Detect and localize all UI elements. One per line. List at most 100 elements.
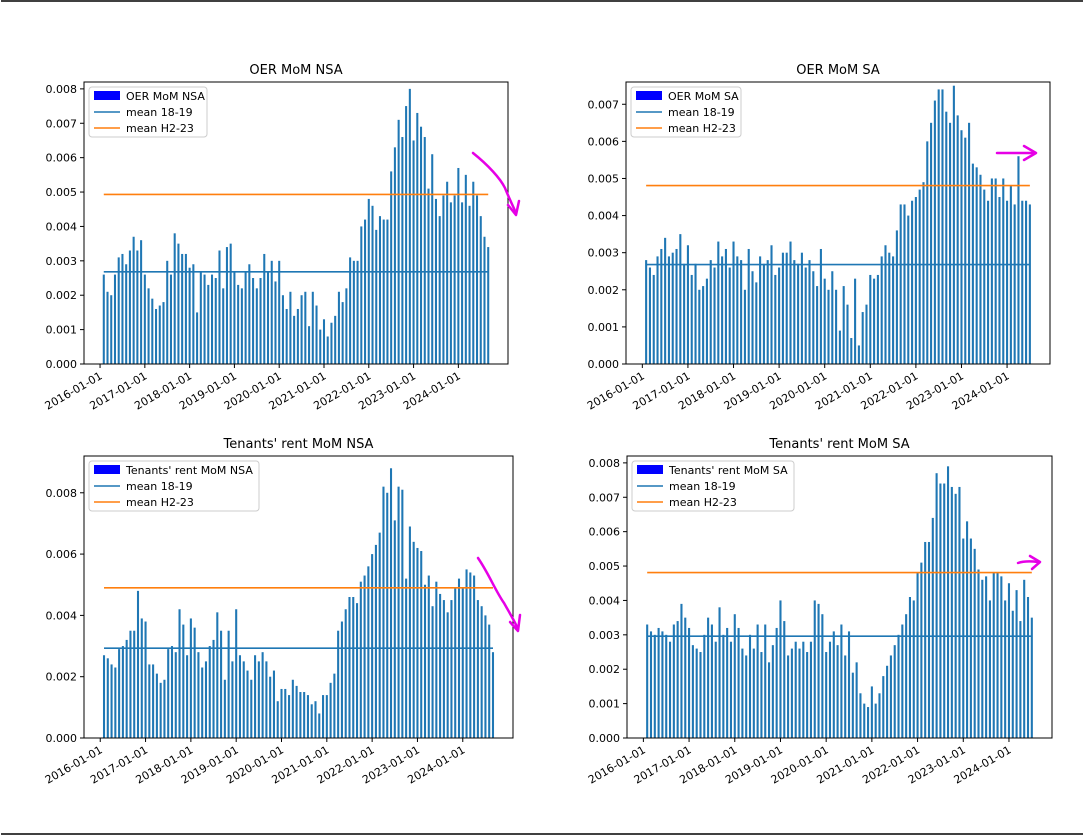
bar	[349, 257, 352, 364]
y-tick-label: 0.003	[588, 247, 620, 260]
bar	[345, 288, 348, 364]
bar	[924, 541, 927, 738]
bar	[937, 89, 940, 364]
bar	[311, 291, 314, 364]
bar	[382, 486, 385, 738]
bar	[184, 253, 187, 364]
bar	[899, 204, 902, 364]
bar	[454, 587, 457, 738]
bar	[151, 298, 154, 364]
bar	[922, 182, 925, 364]
bar	[705, 278, 708, 364]
legend-box	[88, 460, 260, 512]
bar	[355, 603, 359, 738]
bar	[1000, 576, 1003, 738]
axes-frame	[83, 455, 514, 739]
y-tick-label: 0.007	[588, 98, 620, 111]
bar	[770, 245, 773, 364]
bar	[235, 609, 238, 738]
bar	[927, 541, 931, 738]
bar	[790, 648, 793, 738]
bar	[962, 538, 965, 738]
bar	[926, 141, 929, 364]
arrow-down-icon	[471, 151, 518, 215]
legend-label: mean 18-19	[126, 106, 193, 119]
bar	[813, 600, 816, 738]
bar	[854, 278, 857, 364]
bar	[880, 256, 883, 364]
bar	[816, 286, 819, 364]
bar	[248, 264, 251, 364]
bar	[985, 576, 988, 738]
bar	[1030, 617, 1033, 738]
bar	[850, 338, 853, 364]
bar	[1019, 621, 1022, 738]
bar	[747, 248, 750, 364]
bar	[192, 264, 195, 364]
bar	[102, 274, 105, 364]
bar	[371, 554, 374, 738]
bar	[672, 624, 675, 738]
bar	[197, 652, 200, 738]
bar	[949, 122, 952, 364]
bar	[121, 646, 124, 738]
bar	[778, 267, 781, 364]
bar	[114, 667, 117, 738]
bar	[694, 263, 697, 364]
y-axis: 0.000 0.001 0.002 0.003 0.004 0.005 0.006 0.007	[588, 98, 626, 371]
bar	[771, 645, 774, 738]
bar	[216, 612, 219, 738]
y-tick-label: 0.008	[589, 457, 621, 470]
bar	[905, 614, 908, 738]
bar	[483, 236, 486, 364]
bar	[827, 289, 830, 364]
legend-label: mean 18-19	[669, 480, 736, 493]
bar	[873, 278, 876, 364]
y-tick-label: 0.004	[46, 220, 78, 233]
bar	[266, 271, 270, 364]
bar	[975, 167, 978, 364]
bar	[356, 260, 359, 364]
bar	[341, 302, 344, 364]
bar	[912, 600, 915, 738]
legend: Tenants' rent MoM SA mean 18-19 mean H2-23	[631, 460, 795, 512]
bar	[876, 274, 879, 364]
bar	[1007, 583, 1011, 738]
bar	[745, 655, 748, 738]
bar	[793, 260, 796, 364]
chart-title: Tenants' rent MoM NSA	[223, 437, 374, 452]
y-tick-label: 0.004	[588, 210, 620, 223]
bar	[888, 252, 891, 364]
y-tick-label: 0.002	[589, 663, 621, 676]
bar	[334, 315, 337, 364]
bar	[945, 111, 948, 365]
bar	[695, 648, 698, 738]
bar	[990, 178, 993, 364]
bar	[667, 256, 670, 364]
bar	[783, 621, 786, 738]
bar	[106, 291, 109, 364]
y-tick-label: 0.000	[46, 358, 78, 371]
bar	[352, 260, 355, 364]
bar	[703, 634, 706, 738]
bar	[855, 662, 858, 738]
bar	[656, 256, 659, 364]
bar	[125, 639, 128, 738]
bar	[420, 551, 423, 738]
bar	[278, 260, 281, 364]
bar	[284, 688, 287, 738]
bar	[1002, 178, 1005, 364]
bar	[688, 627, 691, 738]
bar	[892, 256, 895, 364]
legend-label: mean H2-23	[669, 496, 737, 509]
bar	[867, 707, 870, 738]
bar	[281, 295, 284, 364]
bar	[244, 271, 247, 364]
bar	[882, 676, 885, 738]
bar	[893, 645, 896, 738]
bar	[310, 704, 313, 738]
bar	[439, 593, 442, 738]
bar	[469, 572, 472, 738]
bar	[374, 544, 377, 738]
bar	[300, 295, 303, 364]
